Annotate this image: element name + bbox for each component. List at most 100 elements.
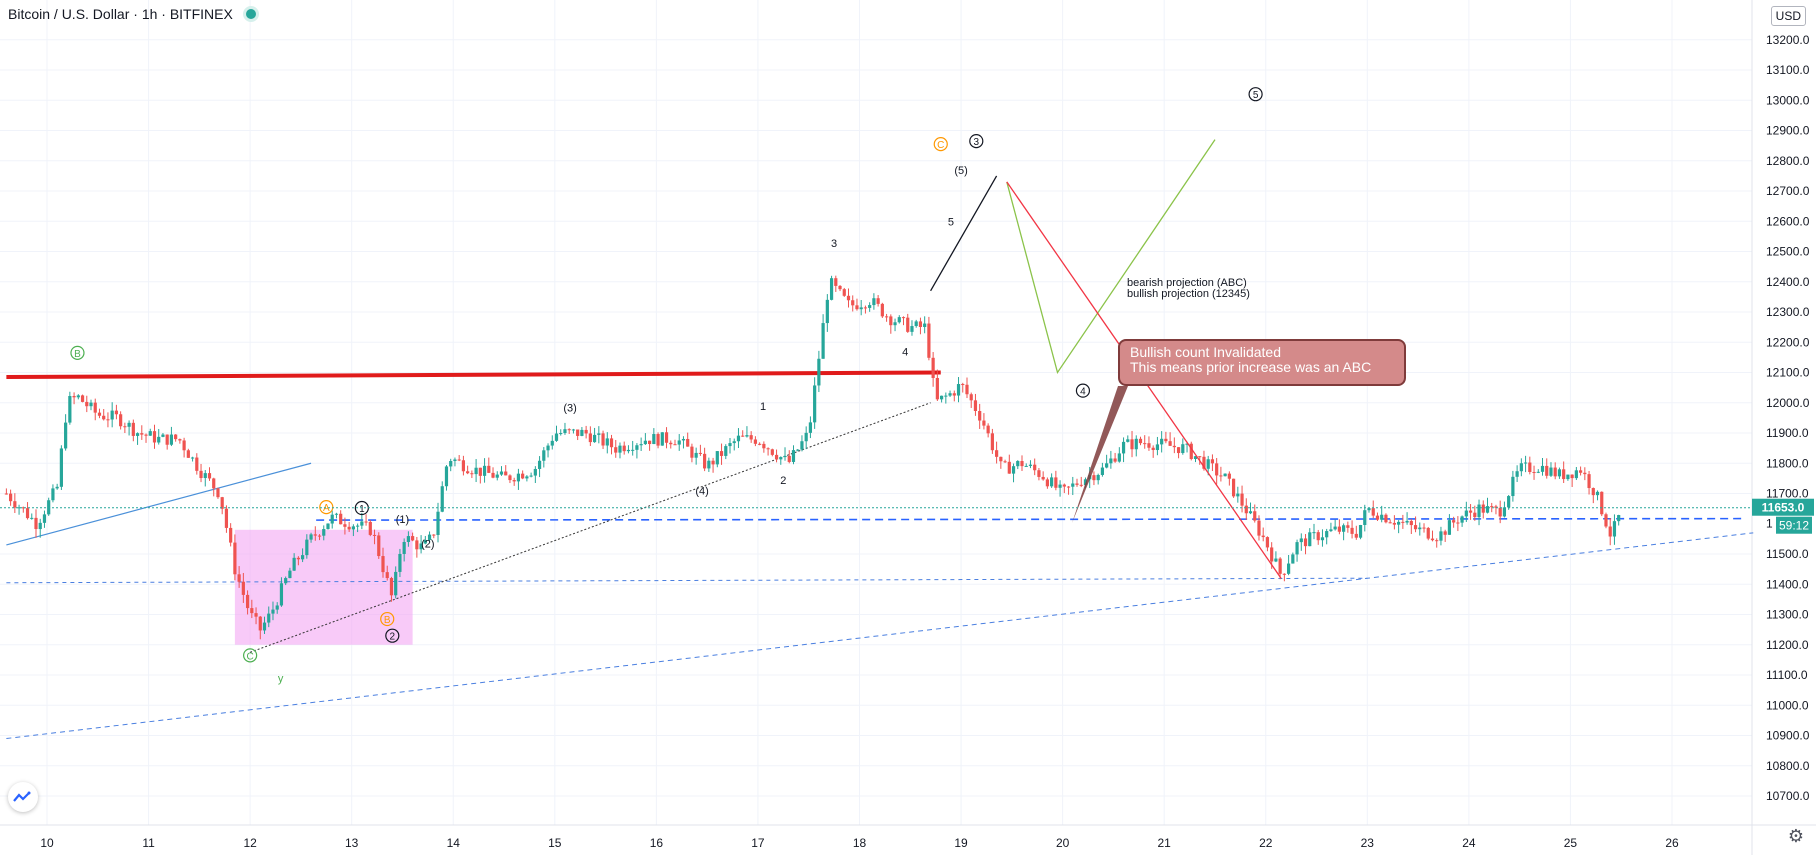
price-tick-label: 11200.0 (1766, 638, 1809, 652)
price-tick-label: 11300.0 (1766, 608, 1809, 622)
candle-body (588, 433, 592, 443)
candle-body (1532, 472, 1536, 474)
candle-body (245, 594, 250, 609)
candle-body (906, 317, 910, 332)
candle-body (389, 578, 394, 596)
candle-body (711, 460, 715, 465)
candle-body (533, 468, 537, 476)
candle-body (990, 433, 994, 451)
candle-body (1490, 506, 1494, 508)
gear-icon[interactable]: ⚙ (1787, 826, 1804, 846)
candle-body (1134, 438, 1138, 450)
candle-body (969, 394, 973, 401)
candle-body (1430, 538, 1435, 541)
candle-body (21, 507, 25, 509)
candle-body (1303, 538, 1308, 547)
wave-label: 4 (1080, 387, 1086, 398)
candle-body (1600, 491, 1604, 515)
time-tick-label: 14 (447, 836, 461, 850)
symbol-header[interactable]: Bitcoin / U.S. Dollar · 1h · BITFINEX (8, 6, 259, 22)
callout-pointer (1072, 386, 1128, 523)
candle-body (1231, 478, 1236, 497)
candle-body (923, 323, 927, 327)
candle-body (918, 321, 923, 327)
candle-body (377, 535, 381, 557)
time-tick-label: 21 (1158, 836, 1172, 850)
candle-body (427, 534, 432, 540)
candle-body (1011, 466, 1016, 474)
tradingview-logo-icon[interactable] (8, 782, 38, 812)
candle-body (1342, 525, 1346, 532)
candle-body (580, 429, 584, 436)
candle-body (1075, 483, 1079, 485)
candle-body (89, 402, 93, 407)
price-tick-label: 10800.0 (1766, 759, 1810, 773)
candle-body (1121, 441, 1126, 454)
candle-body (656, 434, 660, 446)
candle-body (25, 508, 30, 519)
currency-button[interactable]: USD (1770, 6, 1806, 26)
candle-body (669, 442, 673, 445)
candle-body (1206, 459, 1210, 469)
candle-body (1452, 520, 1456, 523)
candle-body (1168, 441, 1172, 446)
candle-body (766, 448, 770, 450)
candle-body (698, 452, 702, 454)
candle-body (982, 420, 986, 426)
candle-body (207, 473, 212, 479)
wave-label-circle (380, 611, 395, 627)
candle-body (1312, 532, 1316, 534)
candle-body (973, 400, 978, 411)
candle-body (664, 432, 669, 443)
projection-text-bull: bullish projection (12345) (1127, 288, 1250, 300)
wave-label: y (278, 673, 284, 685)
candle-body (1193, 456, 1198, 460)
candle-body (1316, 532, 1320, 541)
candle-body (351, 526, 355, 530)
candle-body (1278, 558, 1282, 574)
candle-body (1574, 470, 1578, 479)
candle-body (1578, 470, 1583, 473)
candle-body (1261, 535, 1265, 538)
candle-body (618, 445, 622, 453)
candle-body (1439, 531, 1443, 541)
candle-body (1460, 516, 1464, 523)
wave-label: 2 (780, 475, 786, 487)
candle-body (1562, 469, 1566, 480)
candle-body (356, 525, 360, 527)
candle-body (411, 536, 415, 541)
candle-body (1050, 477, 1054, 487)
candle-body (554, 433, 559, 441)
candle-body (783, 455, 787, 458)
wave-label: 4 (902, 346, 908, 358)
candle-body (1007, 461, 1011, 474)
candle-body (770, 449, 774, 455)
time-tick-label: 16 (650, 836, 664, 850)
candle-body (9, 493, 13, 502)
price-tick-label: 12400.0 (1766, 275, 1810, 289)
candle-body (1248, 511, 1253, 514)
candle-body (1570, 474, 1574, 479)
current-tick-partial: 1 (1766, 517, 1773, 531)
candle-body (1388, 522, 1392, 524)
candle-body (1105, 463, 1109, 468)
candle-body (385, 572, 389, 579)
time-tick-label: 15 (548, 836, 562, 850)
candle-body (1117, 453, 1121, 462)
candle-body (1443, 531, 1447, 535)
candle-body (694, 452, 698, 458)
candle-body (1456, 522, 1460, 524)
candle-body (499, 471, 504, 475)
candle-body (275, 605, 279, 610)
last-price-badge (1752, 498, 1814, 516)
price-tick-label: 10900.0 (1766, 729, 1810, 743)
candle-body (1096, 474, 1100, 481)
candle-body (736, 435, 741, 442)
candle-body (1299, 538, 1303, 543)
candle-body (948, 393, 952, 396)
trend-line-red-resistance (6, 370, 941, 380)
candle-body (525, 476, 529, 479)
candle-body (1401, 521, 1405, 523)
